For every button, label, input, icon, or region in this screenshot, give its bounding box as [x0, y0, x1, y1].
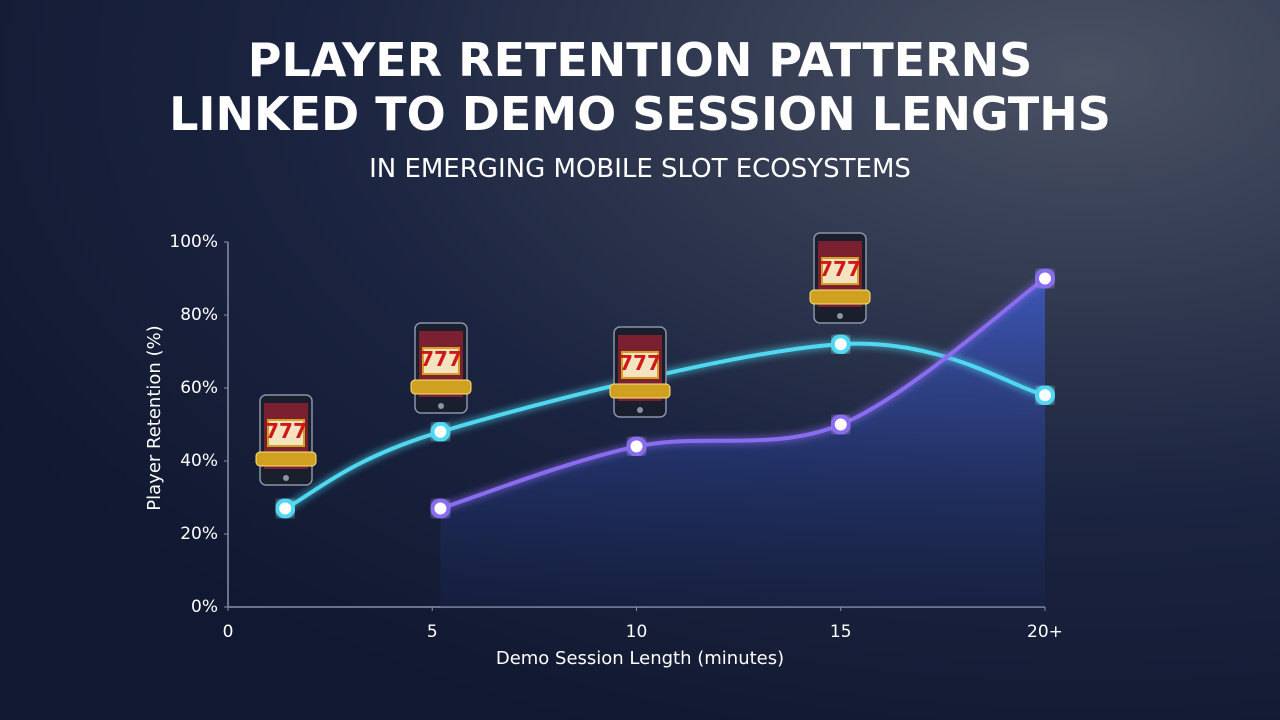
data-point: [830, 334, 851, 355]
y-axis-label: Player Retention (%): [144, 325, 165, 510]
data-point: [430, 498, 451, 519]
y-tick-label: 40%: [180, 451, 218, 471]
slot-phone-icon: [609, 326, 671, 418]
data-point: [430, 421, 451, 442]
y-tick-label: 0%: [191, 597, 218, 617]
title-line: PLAYER RETENTION PATTERNS: [248, 33, 1032, 87]
x-tick-label: 15: [830, 622, 852, 642]
data-point: [830, 414, 851, 435]
y-tick-label: 20%: [180, 524, 218, 544]
subtitle: IN EMERGING MOBILE SLOT ECOSYSTEMS: [369, 154, 911, 184]
x-tick-label: 10: [626, 622, 648, 642]
data-point: [1035, 385, 1055, 406]
x-tick-label: 0: [223, 622, 234, 642]
title-line: LINKED TO DEMO SESSION LENGTHS: [169, 87, 1111, 141]
x-tick-label: 20+: [1027, 622, 1063, 642]
data-point: [626, 436, 647, 457]
y-tick-label: 60%: [180, 378, 218, 398]
data-point: [1035, 268, 1055, 289]
slot-phone-icon: [255, 394, 317, 486]
data-point: [275, 498, 296, 519]
slot-phone-icon: [809, 232, 871, 324]
slot-phone-icon: [410, 322, 472, 414]
x-tick-label: 5: [427, 622, 438, 642]
y-tick-label: 100%: [169, 232, 218, 252]
series-line: [439, 276, 1047, 511]
y-tick-label: 80%: [180, 305, 218, 325]
series-area: [440, 278, 1045, 607]
x-axis-label: Demo Session Length (minutes): [496, 648, 784, 669]
